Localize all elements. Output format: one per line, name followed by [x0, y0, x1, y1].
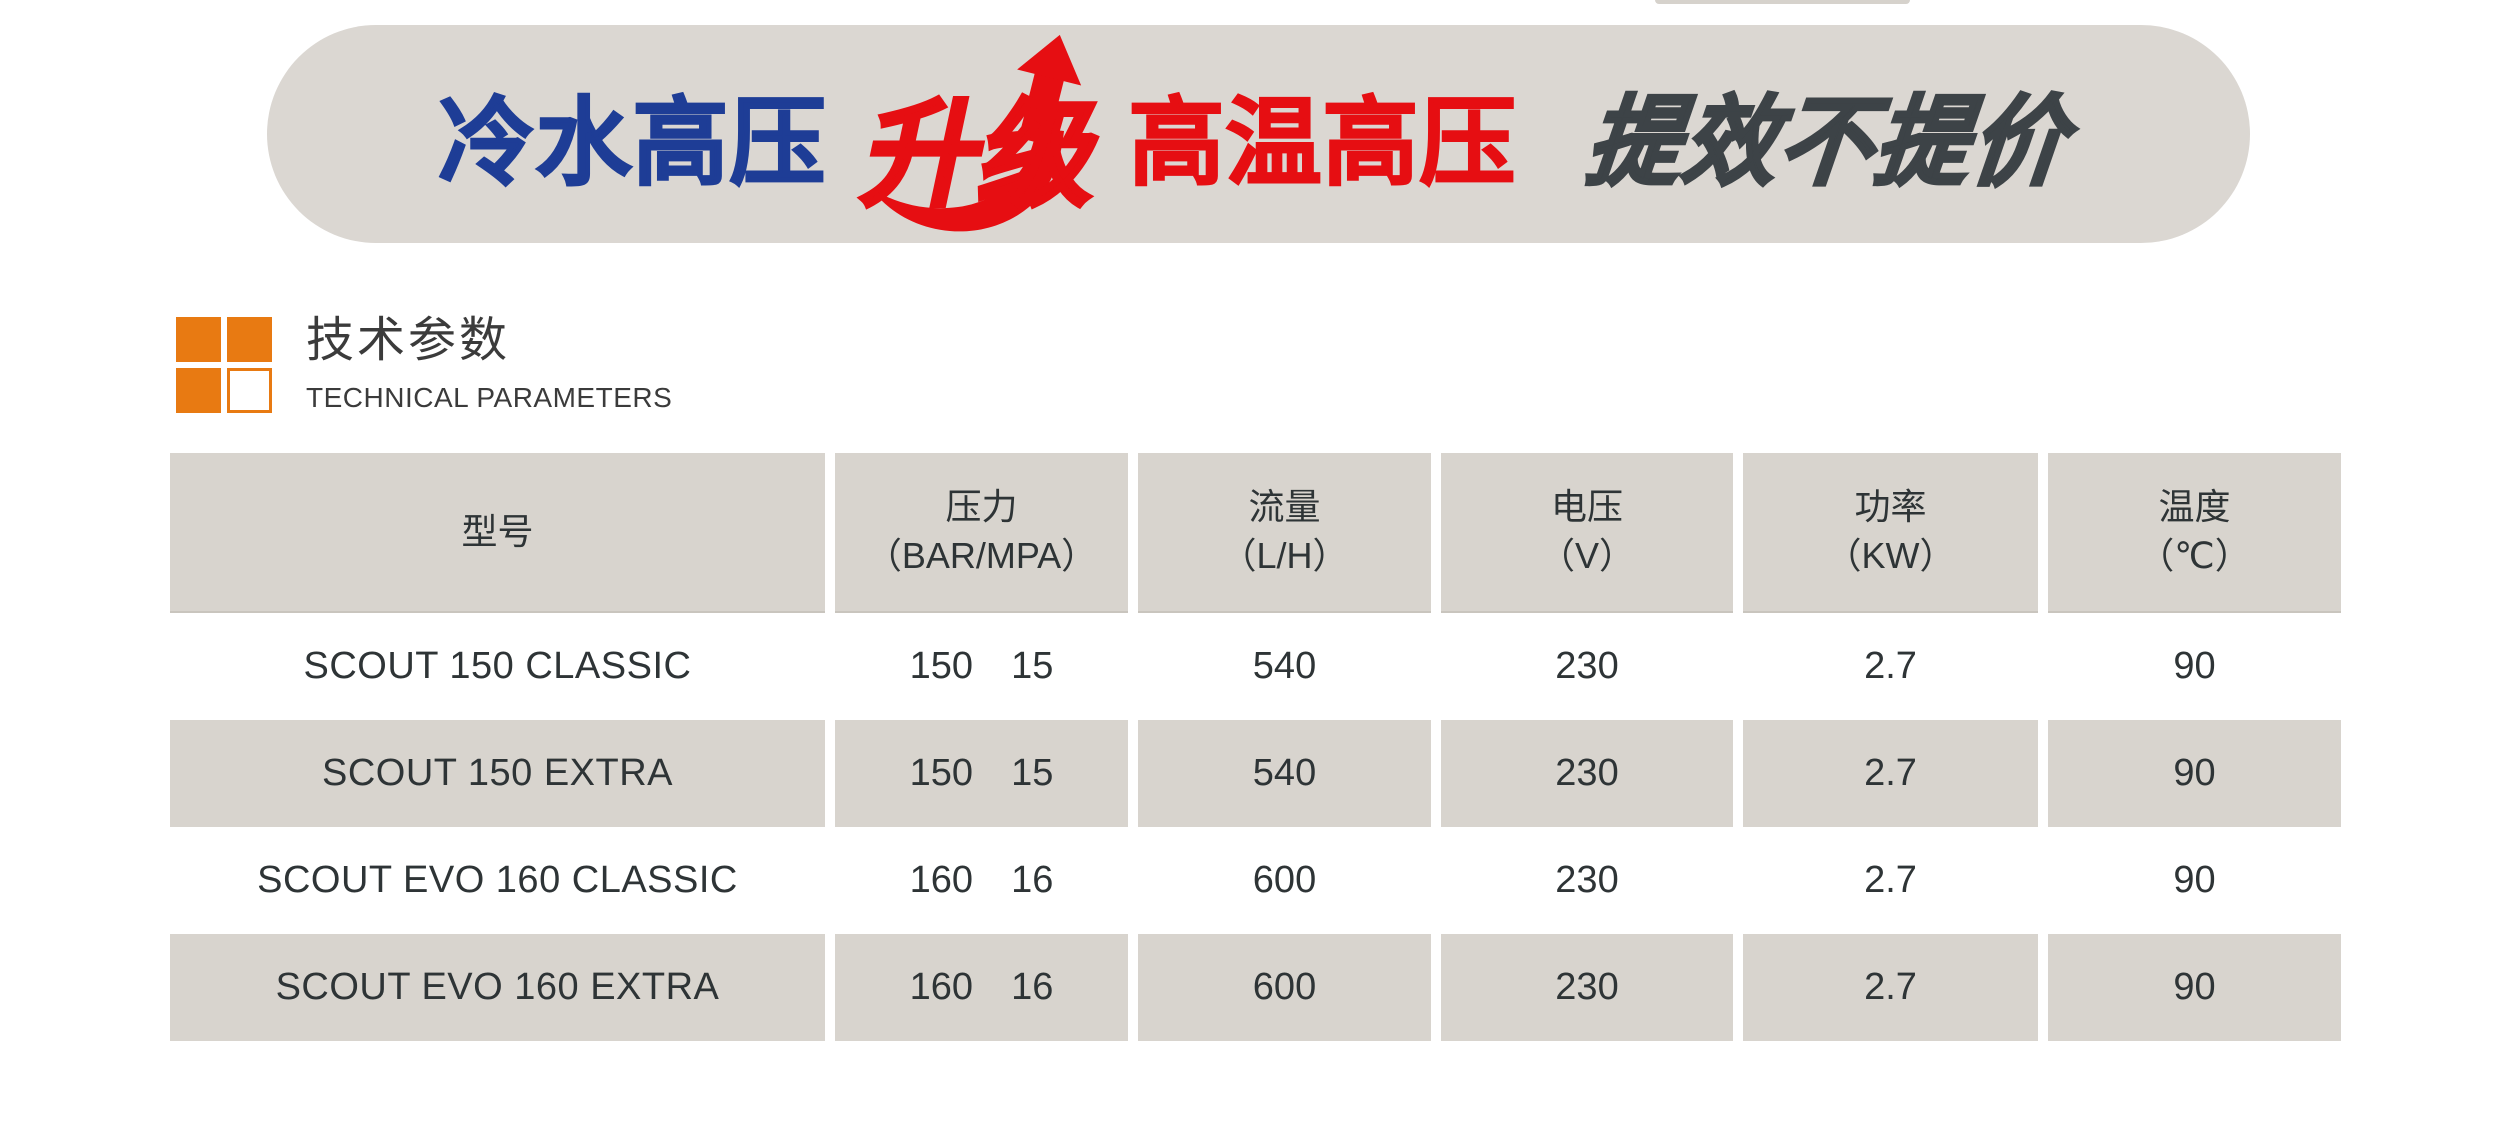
- orange-square-icon: [227, 317, 272, 362]
- upgrade-text: 升级: [853, 88, 1117, 222]
- table-header-row: 型号 压力 （BAR/MPA） 流量 （L/H） 电压 （V） 功率 （KW） 温度 （℃…: [170, 453, 2341, 613]
- power-cell: 2.7: [1743, 934, 2038, 1041]
- table-row: SCOUT EVO 160 CLASSIC 160 16 600 230 2.7 …: [170, 827, 2341, 934]
- pressure-cell: 150 15: [909, 645, 1054, 687]
- flow-cell: 600: [1138, 934, 1431, 1041]
- banner-hot-water-text: 高温高压: [1127, 89, 1517, 198]
- table-row: SCOUT EVO 160 EXTRA 160 16 600 230 2.7 90: [170, 934, 2341, 1041]
- pressure-cell: 150 15: [835, 720, 1128, 827]
- power-cell: 2.7: [1743, 720, 2038, 827]
- banner-cold-water-text: 冷水高压: [437, 89, 827, 198]
- upgrade-badge: 升级: [853, 31, 1116, 237]
- model-cell: SCOUT 150 CLASSIC: [303, 645, 692, 687]
- top-cropped-tab: [1655, 0, 1910, 4]
- pressure-cell: 160 16: [909, 859, 1054, 901]
- model-cell: SCOUT EVO 160 CLASSIC: [257, 859, 738, 901]
- voltage-cell: 230: [1441, 934, 1733, 1041]
- table-row: SCOUT 150 EXTRA 150 15 540 230 2.7 90: [170, 720, 2341, 827]
- temperature-cell: 90: [2048, 720, 2341, 827]
- temperature-cell: 90: [2173, 645, 2216, 687]
- spec-table: 型号 压力 （BAR/MPA） 流量 （L/H） 电压 （V） 功率 （KW） 温度 （℃…: [170, 453, 2341, 1041]
- power-cell: 2.7: [1864, 645, 1917, 687]
- section-title: 技术参数: [306, 314, 511, 367]
- model-cell: SCOUT EVO 160 EXTRA: [170, 934, 825, 1041]
- orange-square-icon: [176, 317, 221, 362]
- col-header-flow: 流量 （L/H）: [1138, 453, 1431, 613]
- table-row: SCOUT 150 CLASSIC 150 15 540 230 2.7 90: [170, 613, 2341, 720]
- voltage-cell: 230: [1441, 720, 1733, 827]
- voltage-cell: 230: [1555, 859, 1619, 901]
- pressure-cell: 160 16: [835, 934, 1128, 1041]
- flow-cell: 540: [1252, 645, 1317, 687]
- orange-square-icon: [176, 368, 221, 413]
- section-header: 技术参数 TECHNICAL PARAMETERS: [176, 314, 673, 414]
- squares-grid-icon: [176, 317, 272, 413]
- col-header-power: 功率 （KW）: [1743, 453, 2038, 613]
- power-cell: 2.7: [1864, 859, 1917, 901]
- arrow-up-swoosh-icon: [872, 34, 1082, 232]
- col-header-pressure: 压力 （BAR/MPA）: [835, 453, 1128, 613]
- col-header-temperature: 温度 （℃）: [2048, 453, 2341, 613]
- section-subtitle: TECHNICAL PARAMETERS: [306, 381, 673, 413]
- flow-cell: 540: [1138, 720, 1431, 827]
- temperature-cell: 90: [2048, 934, 2341, 1041]
- banner-slogan-text: 提效不提价: [1580, 86, 2075, 199]
- flow-cell: 600: [1252, 859, 1317, 901]
- temperature-cell: 90: [2173, 859, 2216, 901]
- promo-banner: 冷水高压 升级 高温高压 提效不提价: [267, 25, 2250, 243]
- model-cell: SCOUT 150 EXTRA: [170, 720, 825, 827]
- col-header-model: 型号: [170, 453, 825, 613]
- voltage-cell: 230: [1555, 645, 1619, 687]
- outline-square-icon: [227, 368, 272, 413]
- col-header-voltage: 电压 （V）: [1441, 453, 1733, 613]
